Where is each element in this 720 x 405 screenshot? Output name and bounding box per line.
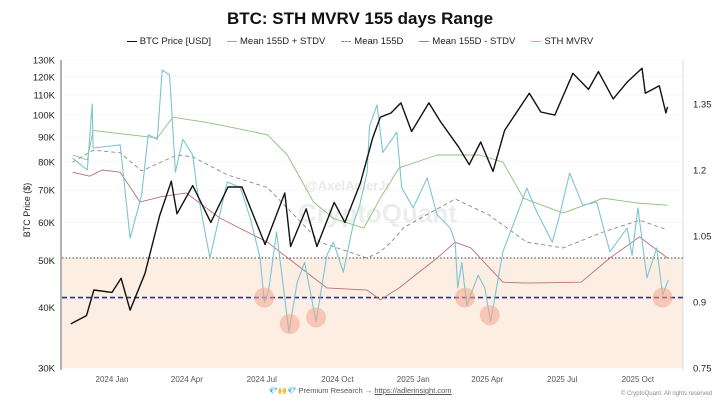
watermark-handle: @AxelAdlerJr: [305, 178, 391, 193]
highlight-circle: [279, 314, 300, 334]
highlight-circle: [652, 287, 673, 308]
diamond-hands-emoji: 💎🙌💎: [268, 386, 297, 395]
x-tick-label: 2025 Jul: [547, 375, 577, 384]
legend-swatch: [419, 40, 430, 42]
y-left-tick-label: 50K: [38, 256, 56, 267]
highlight-circle: [455, 287, 476, 308]
y-left-tick-label: 70K: [38, 186, 56, 197]
series-mean-155d-stdv: [72, 116, 668, 229]
series-mean-155d-stdv: [72, 169, 668, 301]
y-left-tick-label: 30K: [38, 364, 56, 375]
footer: 💎🙌💎 Premium Research → https://adlerinsi…: [0, 386, 720, 395]
highlight-circle: [254, 287, 275, 308]
legend-item[interactable]: Mean 155D: [341, 36, 403, 47]
y-right-tick-label: 0.9: [693, 298, 706, 309]
y-left-tick-label: 110K: [34, 91, 56, 102]
x-tick-label: 2025 Apr: [471, 375, 503, 384]
x-tick-label: 2024 Apr: [171, 375, 203, 384]
y-left-tick-label: 40K: [38, 303, 56, 314]
legend-label: Mean 155D: [354, 36, 404, 47]
legend-label: STH MVRV: [544, 36, 594, 47]
legend-item[interactable]: STH MVRV: [531, 36, 593, 47]
x-tick-label: 2024 Jan: [96, 375, 129, 384]
highlight-circle: [306, 307, 327, 328]
legend-item[interactable]: Mean 155D + STDV: [227, 36, 325, 47]
chart-title: BTC: STH MVRV 155 days Range: [226, 9, 494, 28]
series-btc-price-usd-: [70, 67, 669, 325]
highlight-circle: [479, 305, 500, 326]
legend: BTC Price [USD] Mean 155D + STDV Mean 155D…: [0, 36, 720, 47]
x-tick-label: 2025 Oct: [622, 375, 655, 384]
y-left-tick-label: 120K: [33, 72, 56, 83]
x-tick-label: 2025 Jan: [397, 375, 430, 384]
y-right-tick-label: 1.2: [693, 166, 706, 177]
legend-swatch: [341, 40, 352, 42]
y-left-tick-label: 60K: [38, 218, 56, 229]
legend-swatch: [227, 40, 238, 42]
y-left-tick-label: 90K: [38, 133, 56, 144]
y-left-tick-label: 100K: [33, 111, 56, 122]
series-sth-mvrv: [72, 69, 669, 333]
copyright: © CryptoQuant. All rights reserved: [620, 391, 712, 397]
legend-label: Mean 155D - STDV: [432, 36, 516, 47]
undervalued-zone: [62, 258, 683, 368]
legend-swatch: [126, 40, 137, 42]
series-mean-155d: [72, 149, 668, 259]
legend-label: Mean 155D + STDV: [240, 36, 326, 47]
x-tick-label: 2024 Oct: [321, 375, 354, 384]
y-left-tick-label: 130K: [33, 56, 56, 67]
y-left-tick-label: 80K: [38, 157, 56, 168]
legend-item[interactable]: BTC Price [USD]: [126, 36, 212, 47]
y-right-tick-label: 0.75: [693, 364, 712, 375]
footer-text: Premium Research →: [298, 386, 373, 395]
y-right-tick-label: 1.35: [693, 100, 712, 111]
legend-label: BTC Price [USD]: [139, 36, 212, 47]
x-tick-label: 2024 Jul: [247, 375, 277, 384]
y-right-tick-label: 1.05: [693, 232, 712, 243]
footer-link[interactable]: https://adlerinsight.com: [374, 386, 452, 395]
legend-item[interactable]: Mean 155D - STDV: [419, 36, 515, 47]
legend-swatch: [531, 40, 542, 42]
